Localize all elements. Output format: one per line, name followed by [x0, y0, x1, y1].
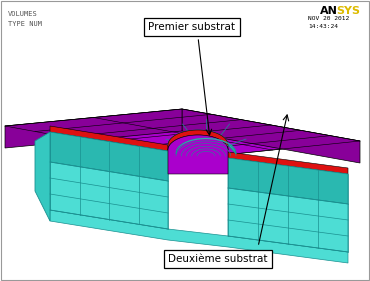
Text: 14:43:24: 14:43:24: [308, 24, 338, 29]
Polygon shape: [182, 109, 360, 163]
Polygon shape: [35, 132, 50, 221]
Text: VOLUMES: VOLUMES: [8, 11, 38, 17]
Text: NOV 20 2012: NOV 20 2012: [308, 16, 349, 21]
Polygon shape: [50, 126, 168, 151]
Polygon shape: [5, 109, 360, 159]
Polygon shape: [228, 152, 348, 174]
Text: TYPE NUM: TYPE NUM: [8, 21, 42, 27]
Polygon shape: [50, 162, 168, 229]
Polygon shape: [228, 188, 348, 252]
Polygon shape: [168, 130, 236, 154]
Polygon shape: [168, 135, 228, 174]
Text: Deuxième substrat: Deuxième substrat: [168, 254, 268, 264]
Polygon shape: [5, 109, 182, 148]
Polygon shape: [50, 132, 168, 181]
Polygon shape: [168, 130, 228, 150]
Text: AN: AN: [320, 6, 338, 16]
Polygon shape: [50, 210, 348, 263]
Polygon shape: [228, 158, 348, 204]
Polygon shape: [176, 138, 236, 154]
Text: SYS: SYS: [336, 6, 360, 16]
Text: Premier substrat: Premier substrat: [148, 22, 235, 32]
